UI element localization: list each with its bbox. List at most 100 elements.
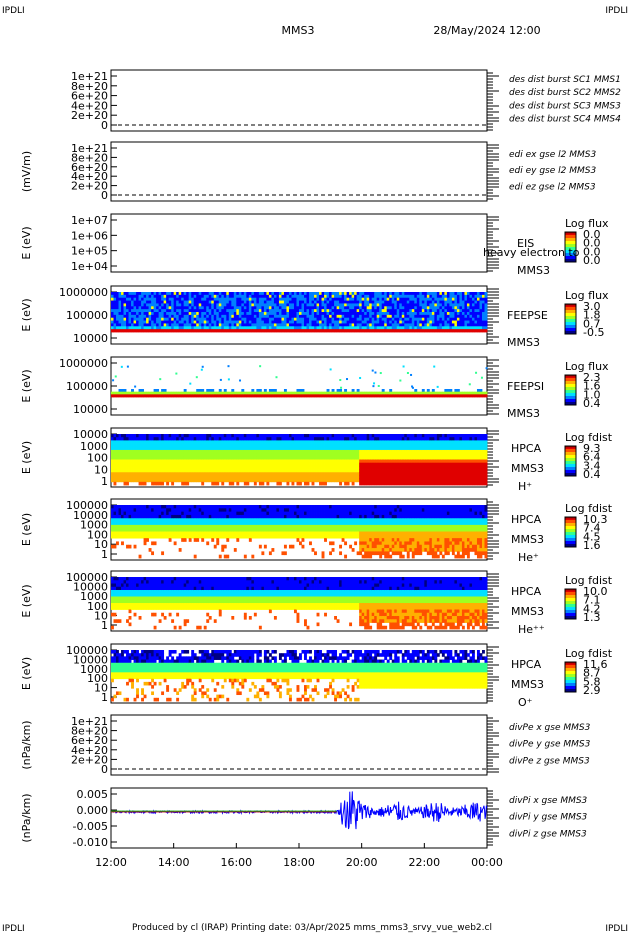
spectrogram-cell <box>299 317 302 321</box>
spectrogram-cell <box>384 323 388 327</box>
spectrogram-cell <box>446 440 450 444</box>
spectrogram-cell <box>236 317 240 321</box>
right-ticks <box>487 430 499 486</box>
spectrogram-cell <box>386 478 390 483</box>
spectrogram-cell <box>314 478 317 483</box>
spectrogram-cell <box>183 320 187 324</box>
spectrogram-cell <box>346 294 350 299</box>
spectrogram-cell <box>344 446 348 451</box>
spectrogram-cell <box>203 294 207 299</box>
spectrogram-cell <box>258 469 262 473</box>
spectrogram-cell <box>253 294 257 299</box>
spectrogram-cell <box>394 443 398 448</box>
y-tick-label: 6e+20 <box>71 90 108 103</box>
colorbar-segment <box>565 399 576 401</box>
spectrogram-cell <box>316 309 320 313</box>
spectrogram-cell <box>414 437 418 441</box>
spectrogram-cell <box>183 309 187 313</box>
spectrogram-cell <box>201 446 205 451</box>
spectrogram-cell <box>401 443 405 448</box>
spectrogram-cell <box>123 462 127 467</box>
spectrogram-cell <box>326 472 330 476</box>
colorbar-segment <box>565 257 576 260</box>
spectrogram-cell <box>276 475 280 480</box>
colorbar-segment <box>565 329 576 332</box>
spectrogram-cell <box>218 449 222 454</box>
spectrogram-cell <box>376 446 380 451</box>
spectrogram-cell <box>424 453 428 457</box>
spectrogram-cell <box>268 323 272 327</box>
spectrogram-cell <box>231 446 235 451</box>
spectrogram-cell <box>128 459 132 464</box>
y-tick-label: 4e+20 <box>71 170 108 183</box>
spectrogram-cell <box>461 312 465 316</box>
spectrogram-cell <box>148 312 152 316</box>
spectrogram-cell <box>213 314 217 319</box>
spectrogram-cell <box>171 462 175 467</box>
spectrogram-point <box>201 365 204 368</box>
spectrogram-cell <box>291 391 295 395</box>
spectrogram-cell <box>344 465 348 470</box>
spectrogram-cell <box>166 478 170 483</box>
spectrogram-cell <box>283 317 287 321</box>
spectrogram-cell <box>191 312 195 316</box>
spectrogram-cell <box>113 440 117 444</box>
spectrogram-cell <box>113 314 117 319</box>
spectrogram-cell <box>319 459 322 464</box>
spectrogram-cell <box>341 465 345 470</box>
spectrogram-cell <box>138 440 142 444</box>
spectrogram-cell <box>123 465 127 470</box>
spectrogram-cell <box>389 391 393 395</box>
spectrogram-cell <box>258 309 262 313</box>
spectrogram-cell <box>479 306 483 310</box>
spectrogram-cell <box>414 443 418 448</box>
spectrogram-cell <box>216 300 220 304</box>
spectrogram-cell <box>456 434 460 438</box>
spectrogram-cell <box>198 475 202 480</box>
spectrogram-cell <box>381 326 385 330</box>
spectrogram-cell <box>146 329 149 333</box>
spectrogram-cell <box>238 465 242 470</box>
y-tick-label: 6e+20 <box>71 161 108 174</box>
spectrogram-cell <box>484 309 488 313</box>
spectrogram-cell <box>336 303 340 307</box>
spectrogram-cell <box>248 459 252 464</box>
spectrogram-cell <box>319 443 322 448</box>
spectrogram-cell <box>404 391 408 395</box>
spectrogram-cell <box>158 312 162 316</box>
spectrogram-cell <box>136 462 139 467</box>
spectrogram-cell <box>434 446 438 451</box>
spectrogram-cell <box>123 394 127 398</box>
spectrogram-cell <box>206 303 210 307</box>
spectrogram-cell <box>311 309 315 313</box>
spectrogram-cell <box>319 437 322 441</box>
spectrogram-cell <box>304 306 307 310</box>
spectrogram-cell <box>256 317 260 321</box>
spectrogram-cell <box>301 297 305 301</box>
spectrogram-cell <box>211 300 215 304</box>
spectrogram-cell <box>351 297 355 301</box>
spectrogram-cell <box>123 475 127 480</box>
spectrogram-cell <box>364 434 368 438</box>
spectrogram-cell <box>186 440 190 444</box>
spectrogram-cell <box>266 469 270 473</box>
spectrogram-cell <box>476 292 480 296</box>
spectrogram-cell <box>439 300 443 304</box>
spectrogram-cell <box>251 320 255 324</box>
spectrogram-cell <box>121 323 124 327</box>
spectrogram-cell <box>286 456 290 460</box>
spectrogram-cell <box>484 326 488 330</box>
spectrogram-cell <box>153 312 157 316</box>
spectrogram-cell <box>223 437 227 441</box>
spectrogram-cell <box>399 329 403 333</box>
spectrogram-cell <box>118 443 122 448</box>
spectrogram-cell <box>278 329 282 333</box>
spectrogram-cell <box>181 456 185 460</box>
spectrogram-cell <box>326 443 330 448</box>
spectrogram-cell <box>431 456 435 460</box>
spectrogram-cell <box>261 459 265 464</box>
spectrogram-cell <box>286 294 290 299</box>
spectrogram-cell <box>379 292 383 296</box>
spectrogram-cell <box>228 323 232 327</box>
spectrogram-cell <box>379 465 383 470</box>
